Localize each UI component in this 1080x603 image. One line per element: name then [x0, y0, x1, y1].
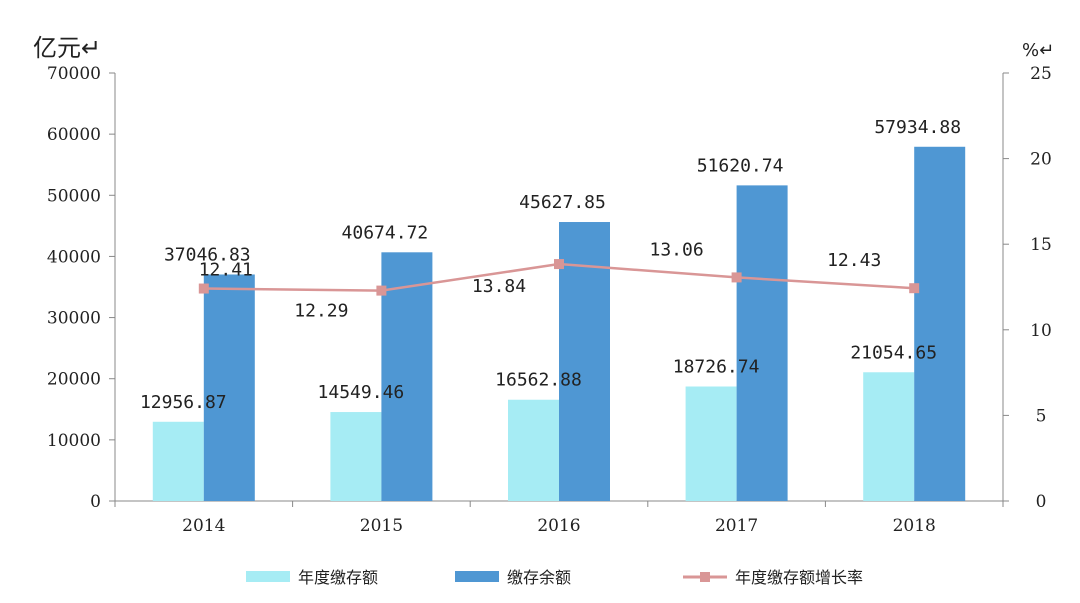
label-deposit-balance: 37046.83 — [164, 244, 251, 265]
legend: 年度缴存额 缴存余额 年度缴存额增长率 — [246, 568, 863, 587]
data-labels: 12956.87 37046.83 14549.46 40674.72 16562.88… — [140, 117, 961, 413]
bar-annual-deposit — [508, 399, 559, 501]
legend-annual-deposit: 年度缴存额 — [246, 568, 378, 587]
left-axis-unit: 亿元↵ — [33, 34, 101, 62]
label-growth-rate: 12.43 — [827, 250, 881, 271]
bar-deposit-balance — [559, 222, 610, 501]
left-tick-label: 40000 — [47, 247, 101, 267]
left-tick-label: 0 — [90, 492, 101, 512]
legend-deposit-balance: 缴存余额 — [455, 568, 571, 587]
growth-rate-marker — [198, 283, 209, 294]
axes: 0 10000 20000 30000 40000 50000 60000 70000 0 5 10… — [33, 34, 1054, 536]
right-tick-label: 0 — [1036, 492, 1047, 512]
right-tick-label: 10 — [1030, 321, 1052, 341]
left-tick-label: 50000 — [47, 186, 101, 206]
bar-annual-deposit — [685, 386, 737, 501]
bars — [152, 146, 966, 502]
growth-rate-marker — [554, 259, 564, 270]
label-deposit-balance: 40674.72 — [342, 222, 429, 243]
left-tick-label: 60000 — [47, 125, 101, 145]
left-tick-label: 70000 — [47, 64, 101, 84]
right-tick-label: 25 — [1030, 64, 1052, 84]
left-tick-label: 20000 — [47, 370, 101, 390]
label-annual-deposit: 21054.65 — [850, 342, 937, 363]
legend-label: 年度缴存额增长率 — [735, 568, 863, 587]
x-tick-label: 2015 — [360, 516, 403, 536]
growth-rate-marker — [731, 272, 742, 283]
label-deposit-balance: 45627.85 — [519, 192, 606, 213]
x-tick-label: 2017 — [715, 516, 758, 536]
growth-line — [198, 259, 920, 296]
bar-deposit-balance — [381, 252, 433, 501]
right-tick-label: 15 — [1030, 235, 1052, 255]
label-deposit-balance: 57934.88 — [874, 117, 961, 138]
label-annual-deposit: 16562.88 — [495, 370, 582, 391]
bar-deposit-balance — [914, 146, 966, 501]
legend-label: 缴存余额 — [507, 568, 571, 587]
bar-annual-deposit — [863, 372, 915, 501]
label-growth-rate: 12.41 — [199, 260, 253, 281]
right-tick-label: 20 — [1030, 150, 1052, 170]
growth-rate-marker — [909, 283, 920, 294]
legend-swatch — [246, 571, 290, 582]
label-annual-deposit: 18726.74 — [673, 356, 760, 377]
label-annual-deposit: 12956.87 — [140, 392, 227, 413]
legend-swatch — [455, 571, 499, 582]
bar-deposit-balance — [203, 274, 255, 501]
growth-rate-marker — [376, 285, 387, 296]
bar-annual-deposit — [330, 412, 382, 501]
legend-swatch-marker — [700, 572, 710, 582]
label-growth-rate: 12.29 — [294, 301, 348, 322]
legend-label: 年度缴存额 — [298, 568, 378, 587]
bar-deposit-balance — [736, 185, 788, 502]
label-deposit-balance: 51620.74 — [697, 155, 784, 176]
legend-growth-rate: 年度缴存额增长率 — [683, 568, 863, 587]
right-axis-unit: %↵ — [1022, 40, 1054, 61]
x-tick-label: 2014 — [182, 516, 225, 536]
x-tick-label: 2016 — [537, 516, 580, 536]
label-growth-rate: 13.06 — [650, 239, 704, 260]
bar-annual-deposit — [152, 421, 204, 501]
x-tick-label: 2018 — [893, 516, 936, 536]
left-tick-label: 30000 — [47, 309, 101, 329]
right-tick-label: 5 — [1036, 406, 1047, 426]
label-annual-deposit: 14549.46 — [318, 382, 405, 403]
left-tick-label: 10000 — [47, 431, 101, 451]
label-growth-rate: 13.84 — [472, 276, 526, 297]
